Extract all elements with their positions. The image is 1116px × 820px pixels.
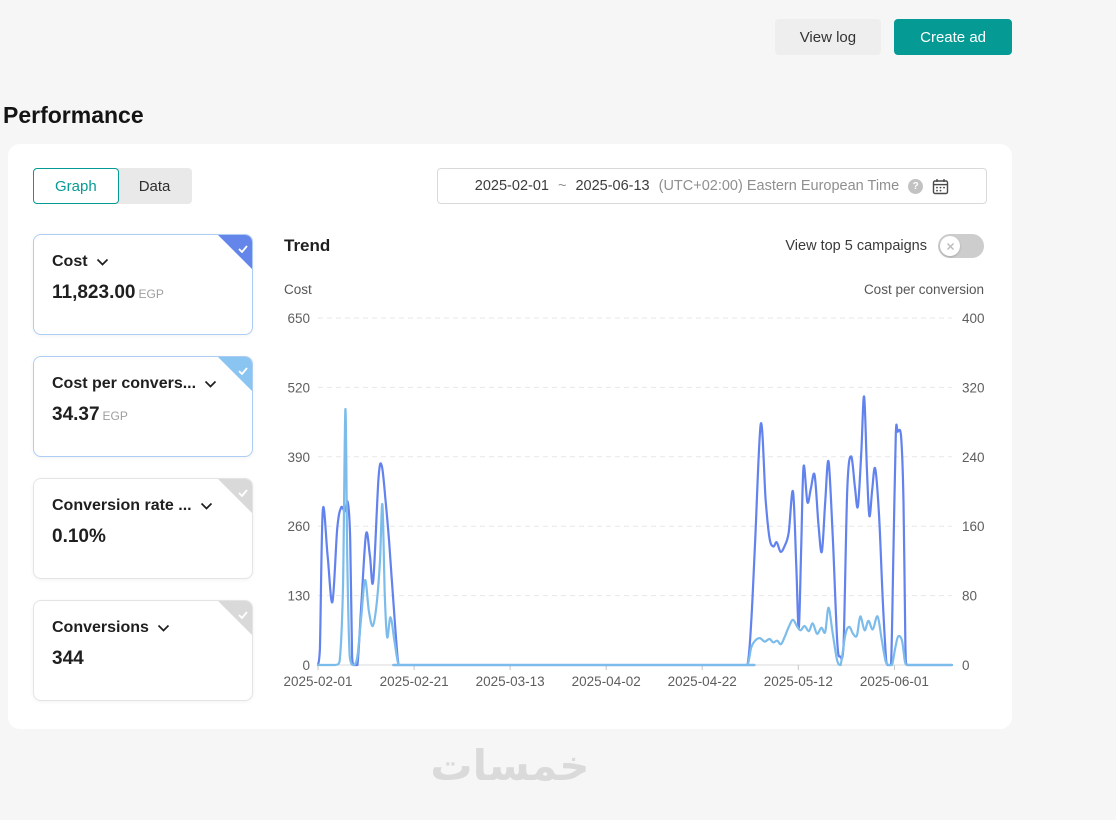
help-icon[interactable]: ? <box>908 179 923 194</box>
date-separator: ~ <box>558 178 566 194</box>
timezone-label: (UTC+02:00) Eastern European Time <box>659 178 900 194</box>
top5-toggle[interactable] <box>938 234 984 258</box>
metric-unit: EGP <box>138 287 163 301</box>
svg-text:520: 520 <box>287 380 310 395</box>
date-end: 2025-06-13 <box>575 178 649 194</box>
view-log-button[interactable]: View log <box>775 19 881 55</box>
check-icon <box>238 606 248 624</box>
create-ad-button[interactable]: Create ad <box>894 19 1012 55</box>
right-axis-title: Cost per conversion <box>864 282 984 297</box>
tab-data[interactable]: Data <box>117 168 193 204</box>
svg-text:0: 0 <box>302 658 310 673</box>
top-actions: View log Create ad <box>8 0 1012 55</box>
toggle-off-x-icon <box>940 236 960 256</box>
metric-label: Conversions <box>52 619 149 637</box>
check-icon <box>238 362 248 380</box>
view-tabs: Graph Data <box>33 168 192 204</box>
metric-value: 0.10% <box>52 526 106 547</box>
performance-panel: Graph Data 2025-02-01 ~ 2025-06-13 (UTC+… <box>8 144 1012 729</box>
metric-label: Conversion rate ... <box>52 497 192 515</box>
metric-card-cost-per-conversion[interactable]: Cost per convers... 34.37EGP <box>33 356 253 457</box>
calendar-icon[interactable] <box>932 178 949 195</box>
svg-text:2025-03-13: 2025-03-13 <box>476 674 545 689</box>
svg-text:0: 0 <box>962 658 970 673</box>
metric-value: 34.37 <box>52 404 100 425</box>
tab-graph[interactable]: Graph <box>33 168 119 204</box>
svg-text:2025-04-02: 2025-04-02 <box>572 674 641 689</box>
svg-text:160: 160 <box>962 519 984 534</box>
svg-text:2025-02-21: 2025-02-21 <box>380 674 449 689</box>
panel-toolbar: Graph Data 2025-02-01 ~ 2025-06-13 (UTC+… <box>33 168 987 204</box>
top5-toggle-label: View top 5 campaigns <box>785 238 927 254</box>
svg-text:2025-02-01: 2025-02-01 <box>284 674 353 689</box>
check-icon <box>238 484 248 502</box>
check-icon <box>238 240 248 258</box>
chevron-down-icon[interactable] <box>96 258 109 266</box>
metric-label: Cost per convers... <box>52 375 196 393</box>
svg-text:320: 320 <box>962 380 984 395</box>
panel-body: Cost 11,823.00EGP Cost per <box>33 234 987 701</box>
svg-text:400: 400 <box>962 311 984 326</box>
metric-value: 344 <box>52 648 84 669</box>
khamsat-watermark: خمسات <box>8 741 1012 790</box>
date-start: 2025-02-01 <box>475 178 549 194</box>
trend-title: Trend <box>284 236 330 256</box>
svg-text:130: 130 <box>287 589 310 604</box>
metric-cards-column: Cost 11,823.00EGP Cost per <box>33 234 253 701</box>
svg-text:650: 650 <box>287 311 310 326</box>
svg-text:2025-05-12: 2025-05-12 <box>764 674 833 689</box>
svg-text:260: 260 <box>287 519 310 534</box>
date-range-picker[interactable]: 2025-02-01 ~ 2025-06-13 (UTC+02:00) East… <box>437 168 987 204</box>
page: View log Create ad Performance Graph Dat… <box>8 0 1012 790</box>
metric-value: 11,823.00 <box>52 282 135 303</box>
metric-card-conversions[interactable]: Conversions 344 <box>33 600 253 701</box>
metric-label: Cost <box>52 253 88 271</box>
svg-text:2025-04-22: 2025-04-22 <box>668 674 737 689</box>
trend-chart-area: Trend View top 5 campaigns Cost Cost per… <box>284 234 984 701</box>
page-title: Performance <box>3 102 1012 129</box>
trend-line-chart[interactable]: 2025-02-01 2025-02-21 2025-03-13 2025-04-02… <box>284 303 984 695</box>
metric-card-conversion-rate[interactable]: Conversion rate ... 0.10% <box>33 478 253 579</box>
left-axis-title: Cost <box>284 282 312 297</box>
svg-text:2025-06-01: 2025-06-01 <box>860 674 929 689</box>
chevron-down-icon[interactable] <box>204 380 217 388</box>
metric-card-cost[interactable]: Cost 11,823.00EGP <box>33 234 253 335</box>
svg-text:80: 80 <box>962 589 977 604</box>
metric-unit: EGP <box>103 409 128 423</box>
svg-text:240: 240 <box>962 450 984 465</box>
chevron-down-icon[interactable] <box>157 624 170 632</box>
svg-text:390: 390 <box>287 450 310 465</box>
chevron-down-icon[interactable] <box>200 502 213 510</box>
